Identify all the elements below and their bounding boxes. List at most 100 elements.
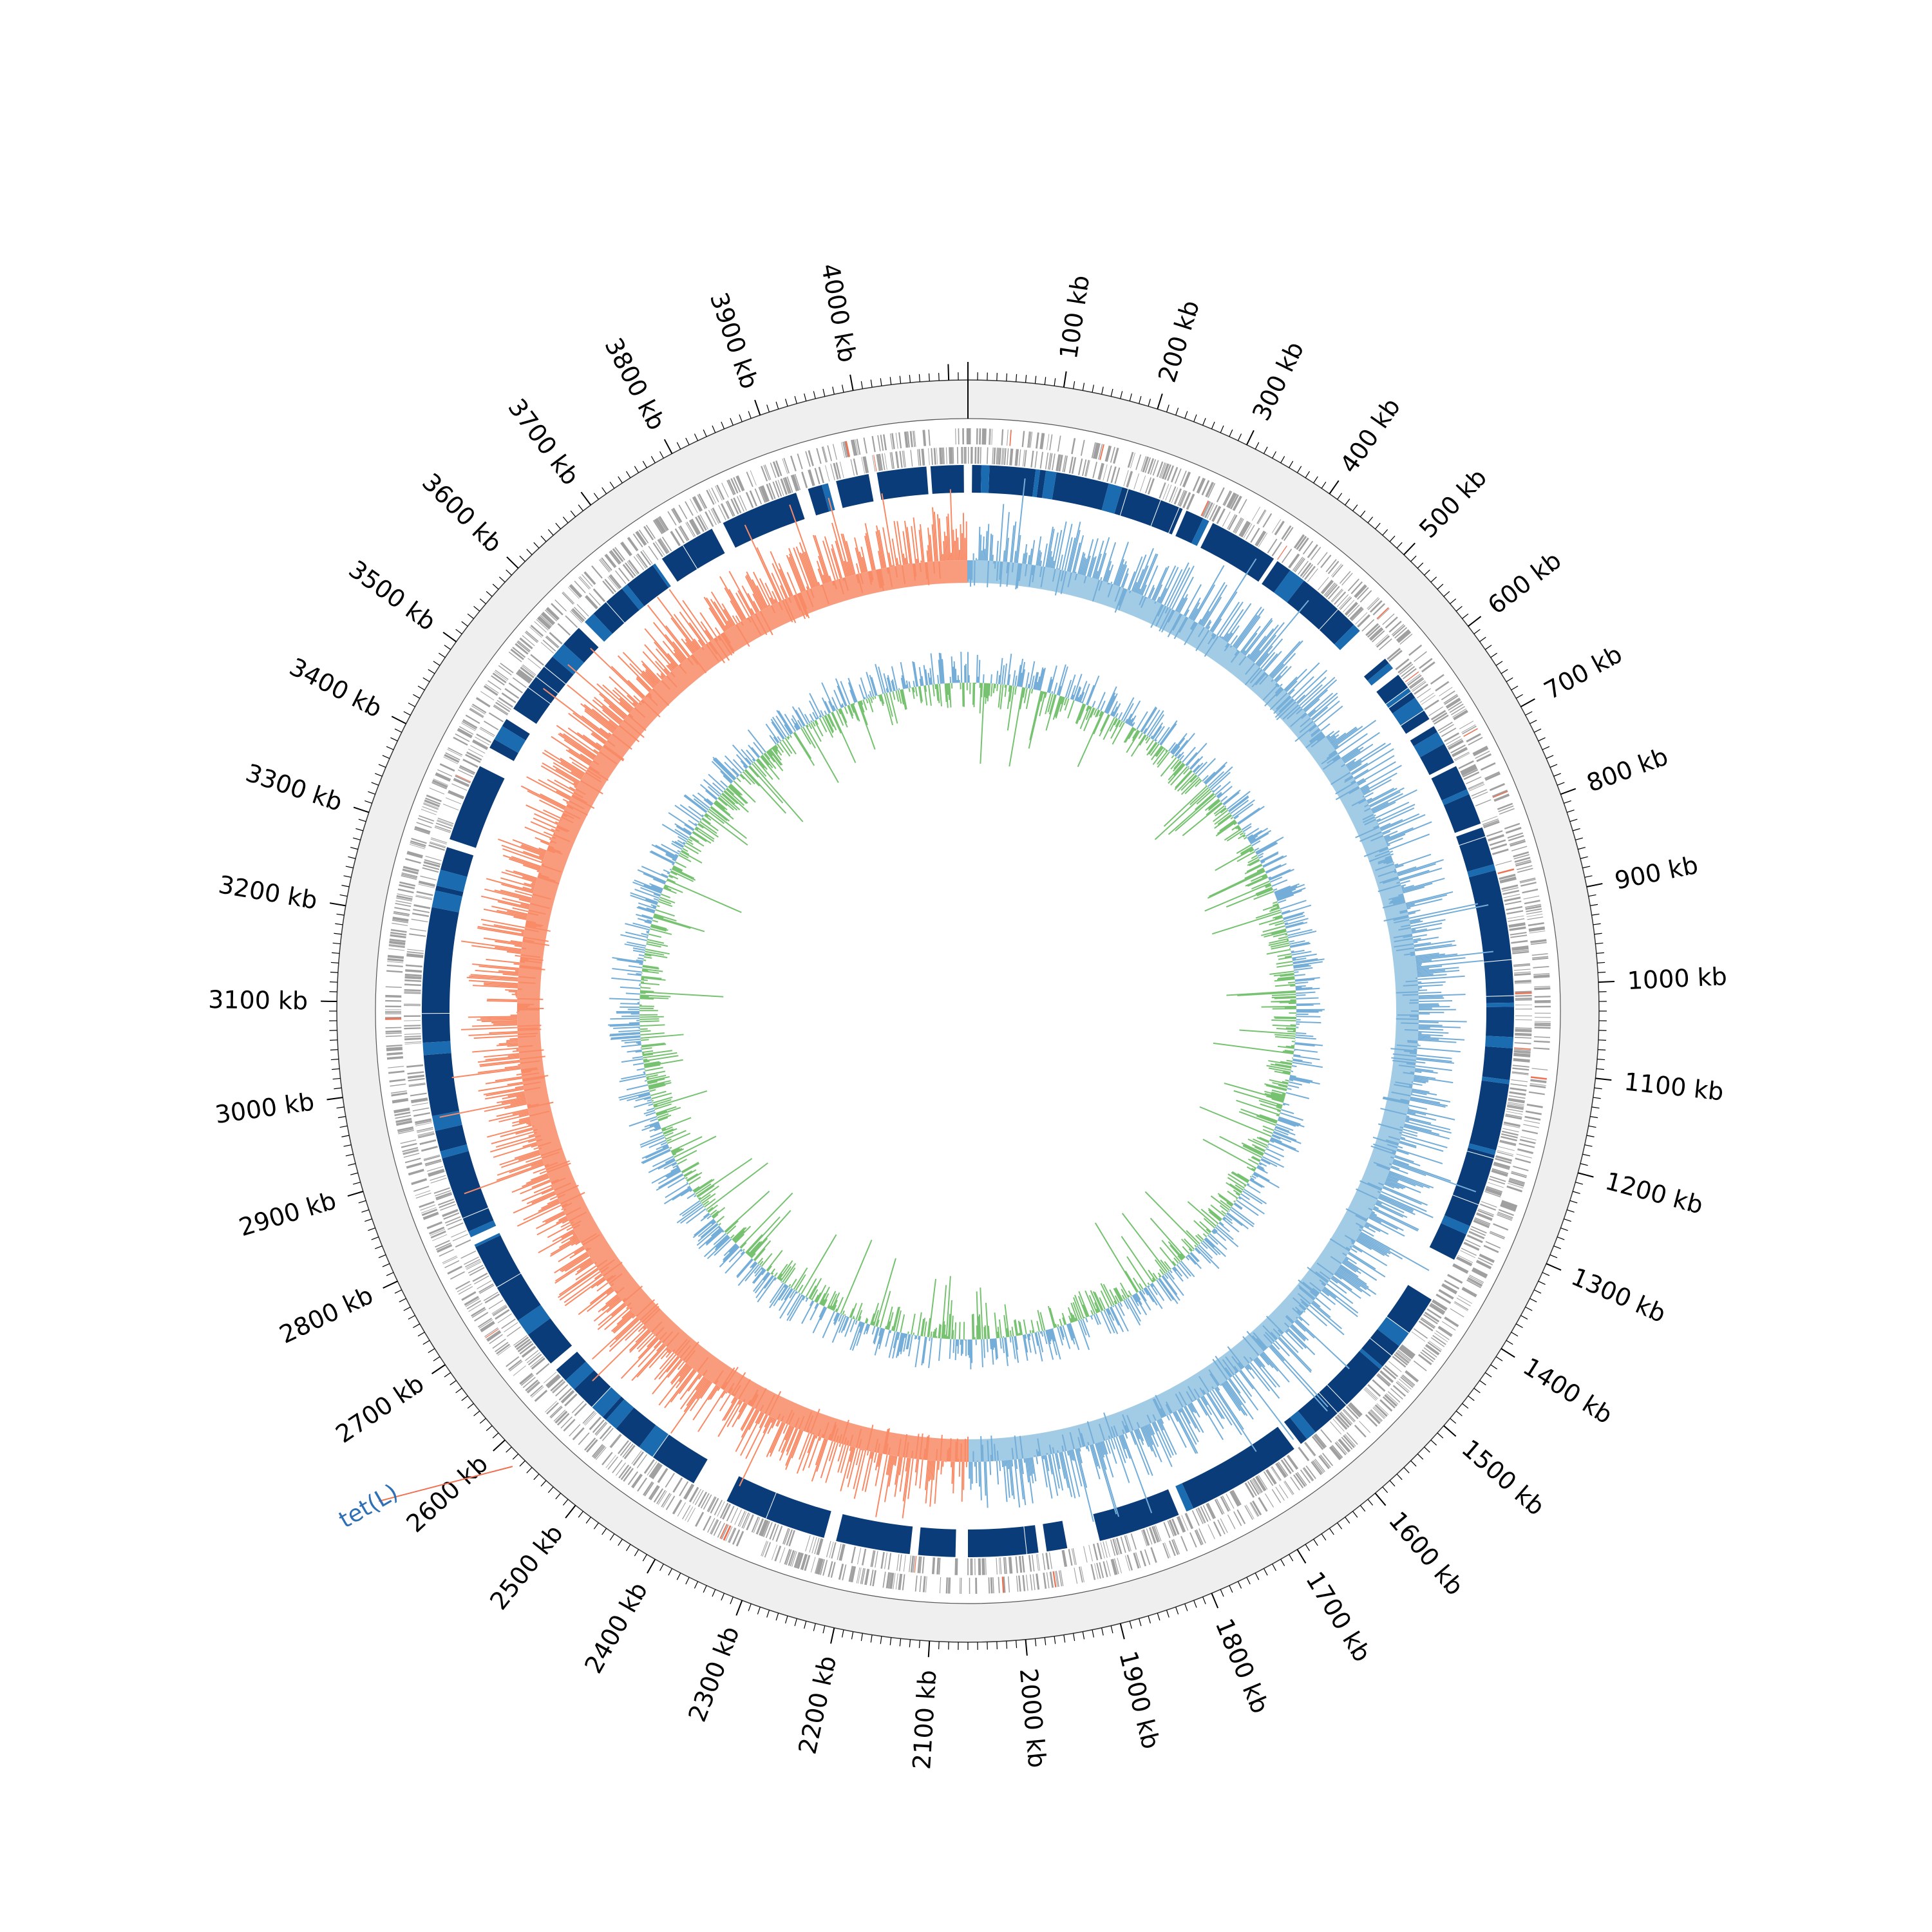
minor-tick [1329,1528,1334,1535]
minor-tick [1389,1480,1396,1487]
minor-tick [479,598,486,604]
minor-tick [378,764,386,768]
major-tick [383,1280,398,1289]
minor-tick [1110,1625,1113,1634]
minor-tick [1584,1144,1593,1147]
minor-tick [1569,1200,1578,1204]
minor-tick [1255,1573,1260,1580]
major-tick [1374,1492,1387,1506]
tick-label: 200 kb [1153,297,1205,386]
minor-tick [860,1633,863,1642]
minor-tick [1515,694,1523,699]
minor-tick [473,1410,480,1417]
minor-tick [766,404,770,413]
minor-tick [382,755,390,759]
tick-label: 1500 kb [1456,1434,1550,1521]
minor-tick [345,1153,354,1157]
minor-tick [1542,746,1550,750]
major-tick [1598,981,1615,983]
minor-tick [343,1144,352,1147]
minor-tick [562,516,569,524]
minor-tick [334,933,342,935]
minor-tick [403,711,411,716]
minor-tick [813,391,816,399]
major-tick [1468,616,1482,627]
minor-tick [368,791,375,795]
minor-tick [1359,1505,1366,1512]
major-tick [327,1097,343,1101]
minor-tick [1473,629,1481,634]
major-tick [1595,1077,1612,1081]
minor-tick [1455,605,1463,612]
minor-tick [1553,773,1561,777]
major-tick [1296,1549,1307,1564]
minor-tick [350,1172,358,1175]
minor-tick [422,677,430,683]
minor-tick [455,1388,462,1394]
minor-tick [350,847,358,850]
major-tick [1520,698,1535,708]
minor-tick [455,629,462,634]
minor-tick [386,1272,394,1276]
minor-tick [730,1596,734,1604]
major-tick [830,1627,835,1644]
minor-tick [712,1589,716,1597]
minor-tick [1430,576,1437,583]
tick-label: 2800 kb [275,1281,377,1349]
minor-tick [386,746,394,750]
tick-label: 2200 kb [793,1653,842,1757]
minor-tick [1175,1607,1179,1615]
minor-tick [748,411,752,419]
minor-tick [506,1446,512,1453]
tick-label: 1700 kb [1300,1567,1376,1667]
gc-content-base-reverse [516,560,968,1462]
minor-tick [492,1432,499,1439]
minor-tick [1593,923,1601,925]
minor-tick [1246,1577,1251,1585]
gc-skew-positive [608,652,1325,1370]
minor-tick [1272,1564,1276,1571]
major-tick [849,374,854,391]
major-tick [353,806,370,813]
tick-label: 1900 kb [1113,1648,1165,1752]
minor-tick [444,1372,451,1378]
minor-tick [609,1533,615,1540]
minor-tick [775,401,779,410]
minor-tick [1263,446,1268,454]
minor-tick [547,1486,554,1493]
minor-tick [1597,961,1605,963]
minor-tick [526,549,533,555]
minor-tick [335,923,343,925]
gc-content-base-forward [968,560,1419,1462]
minor-tick [1549,1254,1558,1258]
minor-tick [368,1227,375,1231]
tick-label: 3700 kb [502,393,585,491]
minor-tick [668,1568,673,1576]
major-tick [580,491,592,506]
minor-tick [365,1218,372,1222]
minor-tick [601,1528,607,1535]
minor-tick [1396,1473,1403,1481]
tick-label: 500 kb [1414,463,1492,544]
minor-tick [1511,1332,1519,1337]
gene-label: tet(L) [335,1479,403,1534]
minor-tick [642,1554,647,1562]
minor-tick [996,1641,998,1649]
minor-tick [918,1640,920,1649]
minor-tick [1596,952,1604,954]
minor-tick [1593,1097,1601,1099]
tick-label: 600 kb [1482,546,1566,620]
minor-tick [352,837,361,840]
minor-tick [1184,1604,1188,1611]
minor-tick [1220,1589,1224,1597]
minor-tick [712,425,716,433]
minor-tick [444,645,451,650]
minor-tick [1580,1163,1588,1166]
minor-tick [486,591,493,597]
minor-tick [1542,1272,1550,1276]
minor-tick [804,393,807,401]
minor-tick [909,1639,911,1647]
minor-tick [1484,645,1492,650]
minor-tick [1092,384,1094,393]
minor-tick [794,395,797,404]
